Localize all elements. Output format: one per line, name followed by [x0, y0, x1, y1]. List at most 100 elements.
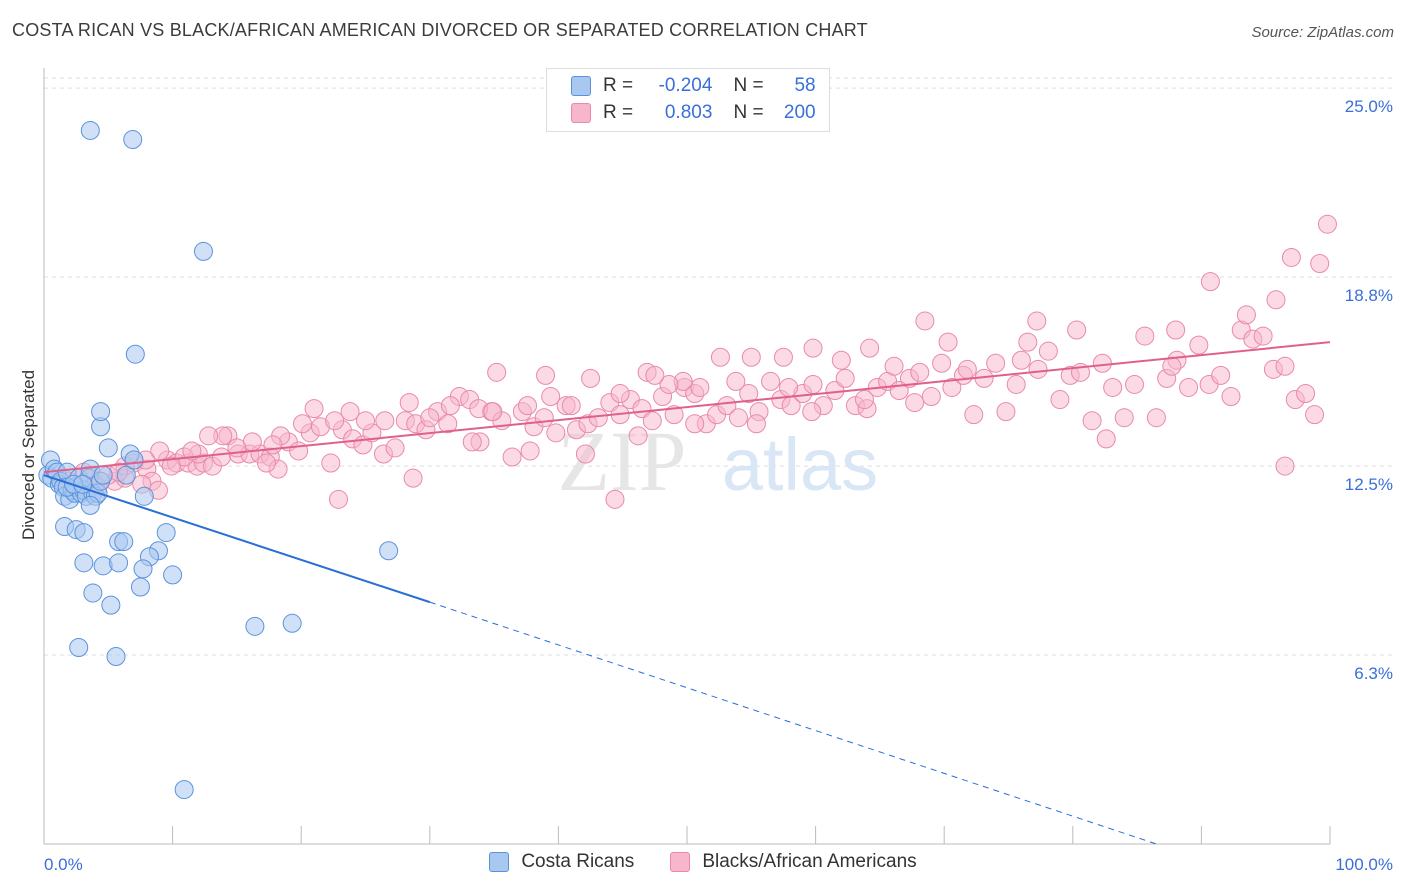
- point-blacks: [605, 489, 625, 509]
- point-costa-ricans: [109, 553, 129, 573]
- point-blacks: [1211, 365, 1231, 385]
- trendline-costa-ricans: [43, 474, 431, 604]
- point-blacks: [199, 426, 219, 446]
- point-blacks: [440, 396, 460, 416]
- point-blacks: [292, 414, 312, 434]
- point-costa-ricans: [282, 613, 302, 633]
- point-blacks: [1050, 390, 1070, 410]
- point-blacks: [356, 411, 375, 431]
- point-blacks: [1125, 374, 1145, 394]
- point-blacks: [803, 338, 823, 358]
- point-blacks: [1221, 387, 1241, 407]
- watermark: ZIP atlas: [558, 413, 879, 509]
- r-value: 0.803: [664, 102, 713, 123]
- point-blacks: [1305, 405, 1325, 425]
- point-blacks: [546, 423, 566, 443]
- swatch-blacks: [571, 103, 591, 123]
- point-costa-ricans: [93, 465, 113, 485]
- point-blacks: [328, 489, 348, 509]
- chart-title: COSTA RICAN VS BLACK/AFRICAN AMERICAN DI…: [12, 20, 868, 40]
- point-blacks: [942, 377, 962, 397]
- point-blacks: [375, 411, 395, 431]
- trendline-costa-ricans-extension: [429, 601, 1157, 845]
- point-blacks: [664, 405, 684, 425]
- point-blacks: [1296, 384, 1316, 404]
- point-blacks: [1135, 326, 1155, 346]
- point-blacks: [996, 402, 1016, 422]
- y-tick-label: 18.8%: [1345, 286, 1393, 305]
- point-blacks: [1281, 247, 1301, 267]
- x-tick-label: 0.0%: [44, 855, 83, 874]
- point-blacks: [685, 414, 705, 434]
- point-blacks: [915, 311, 935, 331]
- point-costa-ricans: [83, 583, 103, 603]
- point-blacks: [610, 384, 630, 404]
- point-blacks: [690, 377, 710, 397]
- point-blacks: [860, 338, 880, 358]
- point-blacks: [831, 350, 851, 370]
- point-costa-ricans: [98, 438, 118, 458]
- swatch-costa-ricans: [571, 76, 591, 96]
- r-label: R =: [603, 102, 634, 123]
- point-blacks: [728, 408, 748, 428]
- point-blacks: [385, 438, 405, 458]
- point-blacks: [910, 362, 930, 382]
- point-blacks: [1028, 359, 1048, 379]
- point-blacks: [1275, 456, 1295, 476]
- point-blacks: [761, 371, 781, 391]
- point-blacks: [1006, 374, 1026, 394]
- stats-row-costa-ricans: R = -0.204 N = 58: [571, 75, 816, 97]
- point-blacks: [403, 468, 423, 488]
- point-blacks: [642, 411, 662, 431]
- x-tick-label: 100.0%: [1335, 855, 1393, 874]
- point-blacks: [1103, 377, 1123, 397]
- point-blacks: [1275, 356, 1295, 376]
- point-blacks: [534, 408, 554, 428]
- point-blacks: [803, 374, 823, 394]
- point-costa-ricans: [163, 565, 183, 585]
- legend-item-costa-ricans[interactable]: Costa Ricans: [489, 851, 634, 873]
- point-blacks: [1253, 326, 1273, 346]
- point-blacks: [1092, 353, 1112, 373]
- point-blacks: [399, 393, 419, 413]
- point-blacks: [986, 353, 1006, 373]
- point-blacks: [628, 426, 648, 446]
- point-blacks: [746, 414, 766, 434]
- point-blacks: [717, 396, 737, 416]
- point-blacks: [487, 362, 507, 382]
- point-blacks: [289, 441, 309, 461]
- point-costa-ricans: [101, 595, 121, 615]
- point-blacks: [957, 359, 977, 379]
- y-tick-label: 6.3%: [1354, 664, 1393, 683]
- point-blacks: [321, 453, 341, 473]
- n-value: 58: [794, 75, 816, 96]
- point-blacks: [541, 387, 561, 407]
- point-blacks: [581, 368, 601, 388]
- point-costa-ricans: [134, 486, 154, 506]
- point-costa-ricans: [116, 465, 136, 485]
- legend: Costa Ricans Blacks/African Americans: [0, 851, 1406, 873]
- point-costa-ricans: [245, 616, 265, 636]
- point-costa-ricans: [106, 647, 126, 667]
- point-blacks: [659, 374, 679, 394]
- n-value: 200: [783, 102, 816, 123]
- point-blacks: [739, 384, 759, 404]
- point-blacks: [905, 393, 925, 413]
- point-blacks: [256, 453, 276, 473]
- point-blacks: [1266, 290, 1286, 310]
- legend-swatch-pink: [670, 852, 691, 872]
- point-blacks: [1146, 408, 1166, 428]
- point-blacks: [561, 396, 581, 416]
- point-blacks: [182, 441, 202, 461]
- legend-label: Costa Ricans: [521, 851, 635, 872]
- point-blacks: [1236, 305, 1256, 325]
- legend-swatch-blue: [489, 852, 510, 872]
- point-costa-ricans: [80, 120, 100, 140]
- trendlines: [43, 341, 1331, 845]
- legend-item-blacks[interactable]: Blacks/African Americans: [670, 851, 917, 873]
- series-costa-ricans: [38, 120, 399, 800]
- stats-legend: R = -0.204 N = 58 R = 0.803 N = 200: [546, 68, 830, 132]
- point-blacks: [536, 365, 556, 385]
- point-blacks: [263, 435, 283, 455]
- point-blacks: [884, 356, 904, 376]
